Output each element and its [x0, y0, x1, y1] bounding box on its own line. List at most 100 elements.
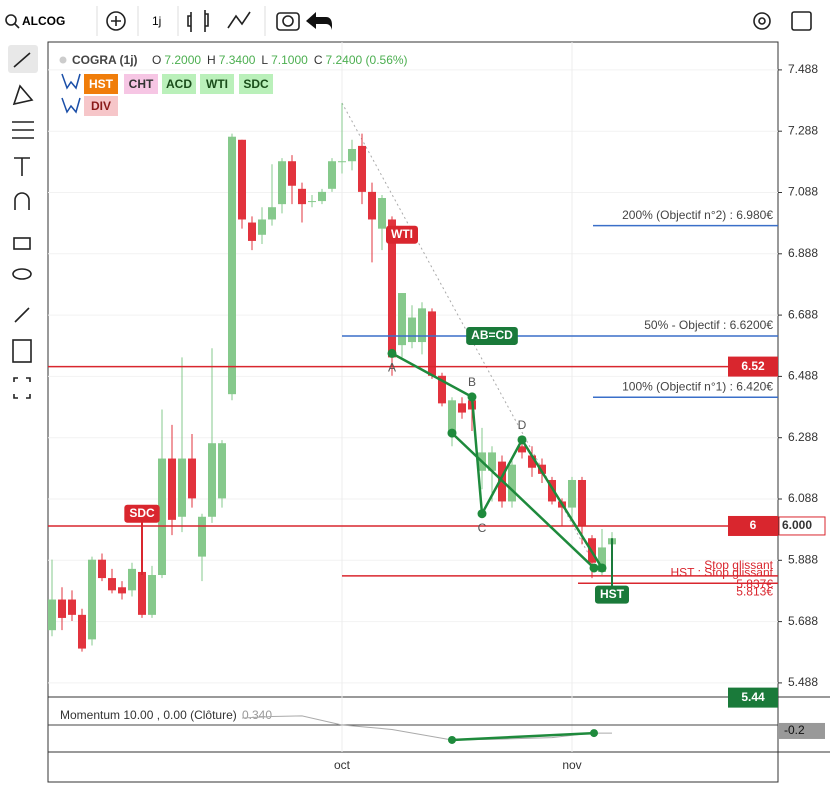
- pattern-point: [387, 348, 397, 358]
- settings-icon[interactable]: [753, 12, 771, 30]
- indicator-button[interactable]: [84, 74, 118, 94]
- y-tick-label: 7.488: [788, 62, 818, 76]
- indicator-button-label: HST: [89, 77, 114, 91]
- level-box-label: 6: [750, 518, 757, 532]
- level-price-label: 5.813€: [736, 584, 773, 598]
- zoom-tool[interactable]: [13, 377, 31, 399]
- candle-body: [428, 311, 436, 376]
- candle-body: [48, 599, 56, 631]
- indicators-icon[interactable]: [227, 11, 251, 29]
- tag-box: [124, 504, 160, 523]
- candle-body: [128, 568, 136, 591]
- trendline-tool: [13, 52, 31, 68]
- eye-tool[interactable]: [12, 268, 32, 280]
- candle-body: [338, 161, 346, 163]
- level-label: 100% (Objectif n°1) : 6.420€: [622, 379, 773, 393]
- text-tool[interactable]: [14, 157, 30, 176]
- undo-icon[interactable]: [306, 12, 332, 30]
- link-tool[interactable]: [14, 307, 30, 323]
- symbol[interactable]: ALCOG: [22, 14, 65, 28]
- search-icon[interactable]: [5, 14, 17, 26]
- camera-icon[interactable]: [276, 12, 300, 31]
- indicator-button[interactable]: [200, 74, 234, 94]
- candle-body: [98, 559, 106, 579]
- indicator-button-label: ACD: [166, 77, 192, 91]
- candle-body: [528, 455, 536, 468]
- pattern-label: B: [468, 375, 476, 389]
- candle-body: [538, 464, 546, 474]
- candle-body: [178, 458, 186, 517]
- axis-price-box: [778, 516, 826, 536]
- pattern-point: [589, 563, 599, 573]
- indicator-button-label: CHT: [129, 77, 154, 91]
- indicator-button-label: SDC: [243, 77, 269, 91]
- lock-tool[interactable]: [13, 237, 31, 250]
- ohlc-value: 7.1000: [271, 53, 308, 67]
- pattern-label: C: [478, 521, 487, 535]
- candle-body: [58, 599, 66, 618]
- momentum-axis-label: -0.2: [784, 723, 805, 737]
- candle-body: [238, 139, 246, 220]
- ohlc-key: C: [314, 53, 323, 67]
- candle-body: [68, 599, 76, 615]
- interval[interactable]: 1j: [152, 14, 161, 28]
- pattern-point: [517, 435, 527, 445]
- pattern-label: D: [518, 418, 527, 432]
- fullscreen-icon[interactable]: [791, 11, 812, 31]
- camera-lens: [282, 15, 294, 27]
- shape-tool[interactable]: [12, 84, 34, 106]
- tag-box: [595, 585, 629, 604]
- y-tick-label: 7.088: [788, 185, 818, 199]
- y-tick-label: 6.888: [788, 246, 818, 260]
- indicator-icon: [61, 97, 81, 114]
- candle-body: [78, 614, 86, 649]
- candle-body: [108, 578, 116, 591]
- calculator-tool[interactable]: [12, 339, 32, 363]
- ohlc-value: 7.2400 (0.56%): [325, 53, 407, 67]
- tag-label: WTI: [391, 227, 413, 241]
- settings-center: [758, 17, 766, 25]
- candle-body: [248, 222, 256, 241]
- candle-body: [488, 452, 496, 471]
- pattern-point: [467, 392, 477, 402]
- tag-label: AB=CD: [471, 328, 513, 342]
- add-button[interactable]: [106, 11, 126, 31]
- level-label: 200% (Objectif n°2) : 6.980€: [622, 208, 773, 222]
- magnet-tool[interactable]: [14, 192, 30, 210]
- momentum-title: Momentum 10.00 , 0.00 (Clôture): [60, 708, 237, 722]
- tag-label: SDC: [129, 506, 155, 520]
- candle-body: [168, 458, 176, 520]
- candle-body: [198, 516, 206, 557]
- y-tick-label: 7.288: [788, 123, 818, 137]
- indicator-button[interactable]: [84, 96, 118, 116]
- candle-body: [258, 219, 266, 235]
- pattern-point: [477, 509, 487, 519]
- candle-body: [398, 293, 406, 346]
- y-tick-label: 5.688: [788, 614, 818, 628]
- candle-body: [458, 403, 466, 413]
- level-box-label: 6.52: [741, 359, 765, 373]
- candle-body: [348, 148, 356, 162]
- pattern-point: [447, 428, 457, 438]
- candle-body: [598, 547, 606, 572]
- level-box: [728, 515, 778, 536]
- candle-body: [448, 400, 456, 435]
- indicator-button[interactable]: [162, 74, 196, 94]
- fib-tool[interactable]: [12, 121, 34, 139]
- candle-body: [138, 571, 146, 615]
- candle-body: [388, 219, 396, 358]
- candle-body: [88, 559, 96, 640]
- x-tick-label: nov: [562, 758, 581, 772]
- indicator-button[interactable]: [239, 74, 273, 94]
- indicator-button-label: DIV: [91, 99, 111, 113]
- candle-body: [298, 188, 306, 205]
- y-tick-label: 5.888: [788, 552, 818, 566]
- candle-body: [268, 207, 276, 220]
- candles-icon[interactable]: [187, 10, 209, 32]
- level-label: HST : Stop glissant: [671, 565, 774, 579]
- indicator-button[interactable]: [124, 74, 158, 94]
- momentum-value: 0.340: [242, 708, 272, 722]
- left-toolbar: [8, 45, 38, 399]
